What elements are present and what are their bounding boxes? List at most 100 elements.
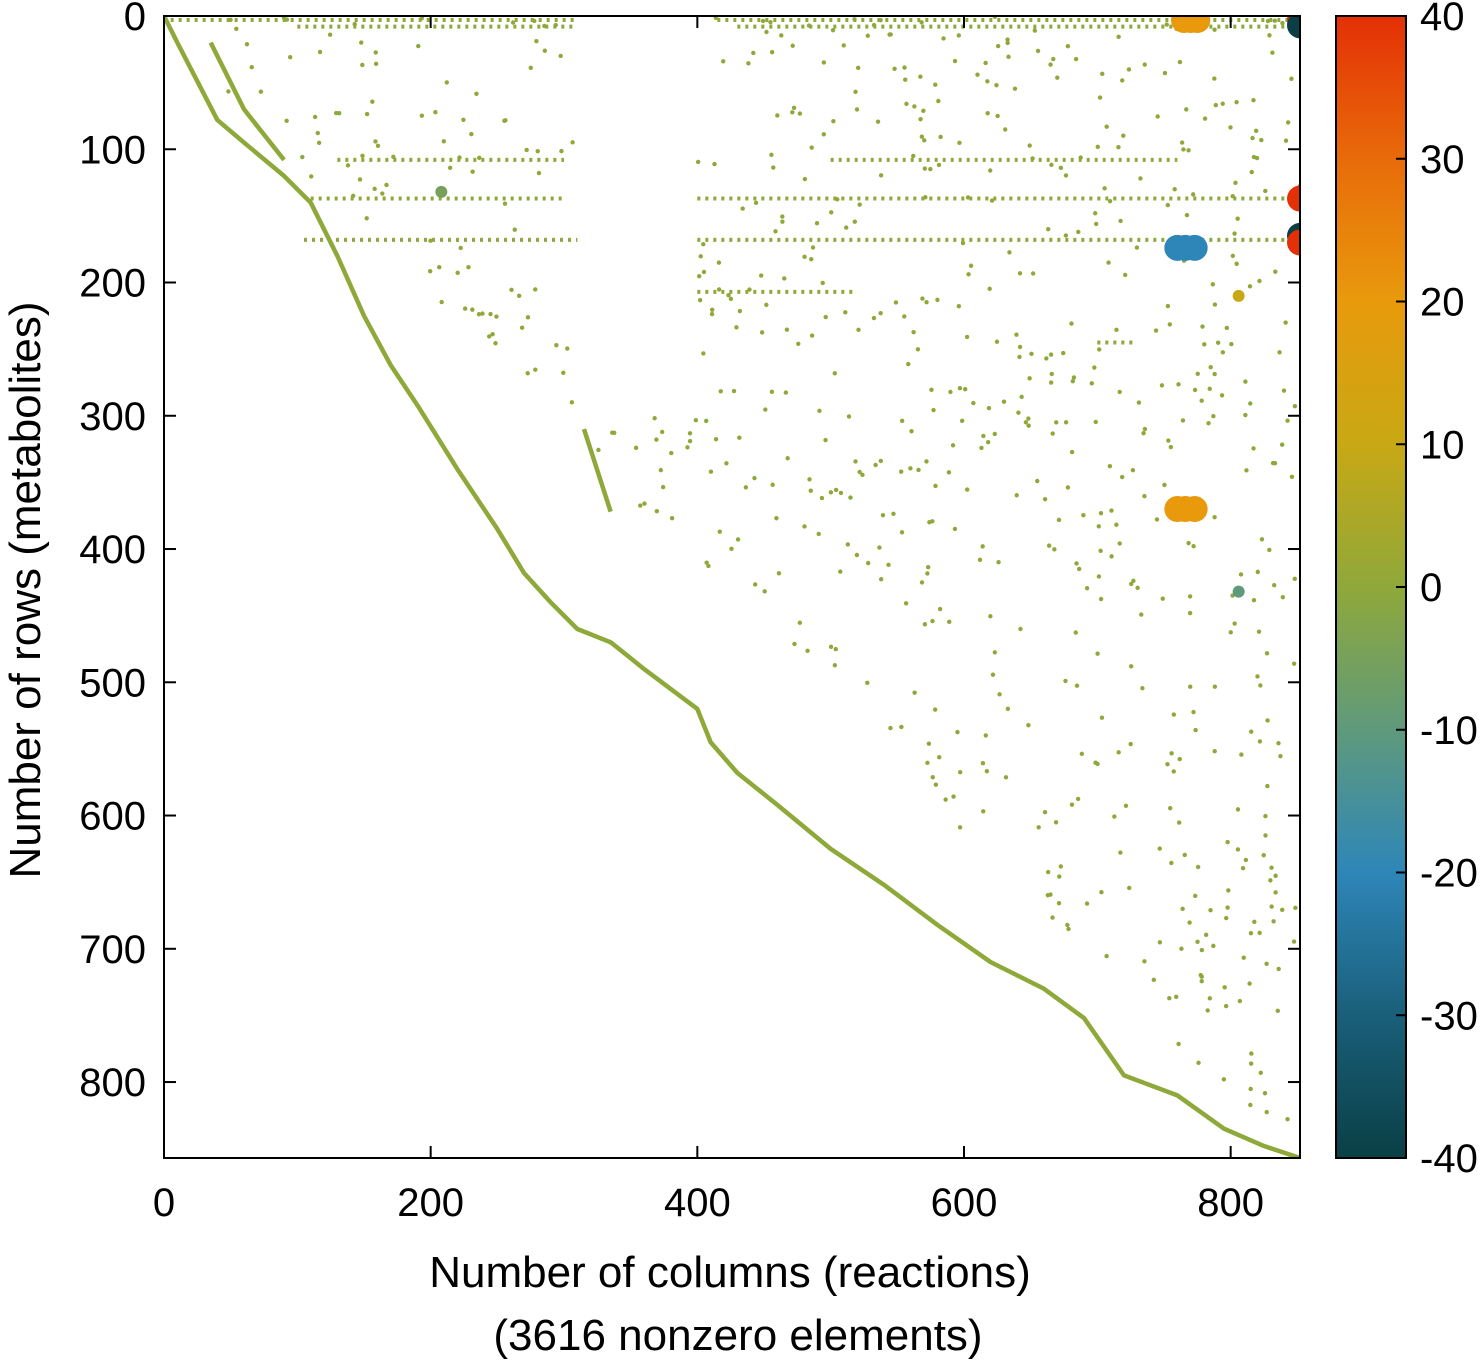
matrix-entry — [819, 495, 825, 501]
matrix-entry — [1081, 513, 1086, 518]
matrix-entry — [852, 219, 858, 224]
matrix-entry — [1279, 442, 1285, 447]
matrix-entry — [1230, 253, 1236, 259]
matrix-entry — [1005, 706, 1011, 711]
matrix-entry — [1157, 846, 1162, 851]
matrix-entry — [922, 166, 928, 171]
matrix-entry — [1140, 686, 1145, 691]
matrix-entry — [938, 134, 943, 140]
matrix-entry — [957, 386, 963, 391]
matrix-entry — [809, 145, 814, 150]
matrix-entry — [1096, 524, 1101, 529]
matrix-entry — [878, 17, 883, 23]
matrix-entry — [701, 269, 707, 275]
matrix-entry — [1257, 739, 1263, 744]
matrix-entry — [1003, 775, 1009, 780]
matrix-entry — [809, 333, 815, 338]
matrix-entry — [1263, 833, 1268, 838]
matrix-entry — [1042, 810, 1048, 815]
matrix-entry — [1179, 946, 1184, 951]
matrix-entry — [535, 148, 540, 154]
matrix-entry — [1273, 269, 1278, 274]
matrix-entry — [1017, 354, 1022, 360]
matrix-entry — [1272, 583, 1277, 588]
matrix-entry — [1248, 1086, 1253, 1092]
matrix-entry — [509, 287, 514, 293]
matrix-entry — [669, 450, 674, 456]
matrix-entry — [1128, 664, 1134, 669]
matrix-entry — [1208, 364, 1213, 370]
matrix-entry — [994, 339, 1000, 344]
matrix-entry — [1098, 548, 1103, 554]
matrix-entry — [1210, 282, 1216, 287]
matrix-entry — [244, 42, 250, 47]
matrix-entry — [1026, 416, 1031, 421]
matrix-entry — [1052, 547, 1057, 552]
matrix-entry — [466, 264, 471, 270]
matrix-entry — [1048, 62, 1053, 67]
matrix-entry — [1076, 229, 1081, 235]
matrix-entry — [1176, 382, 1181, 387]
matrix-entry — [469, 131, 474, 137]
matrix-entry — [1073, 56, 1079, 62]
matrix-entry — [958, 770, 963, 775]
matrix-entry — [1118, 218, 1123, 224]
matrix-entry — [536, 170, 542, 176]
matrix-entry — [729, 546, 734, 552]
matrix-entry — [534, 38, 539, 44]
matrix-entry — [1292, 403, 1298, 409]
matrix-entry — [1224, 325, 1230, 331]
matrix-entry — [1202, 342, 1207, 347]
matrix-entry — [1264, 651, 1270, 656]
matrix-entry — [687, 438, 693, 444]
matrix-entry — [1263, 188, 1268, 194]
matrix-entry — [1092, 365, 1097, 370]
matrix-entry — [1243, 857, 1249, 863]
matrix-entry — [1003, 127, 1008, 132]
matrix-entry — [933, 483, 938, 489]
matrix-entry — [1229, 341, 1234, 347]
matrix-entry — [1220, 350, 1226, 355]
matrix-entry — [724, 461, 729, 466]
matrix-entry — [906, 361, 911, 367]
matrix-entry — [802, 254, 807, 260]
matrix-entry — [941, 36, 946, 41]
matrix-entry — [898, 469, 904, 474]
y-tick-label: 700 — [79, 928, 146, 972]
matrix-entry — [1285, 418, 1290, 423]
matrix-entry — [948, 389, 953, 395]
matrix-entry — [1248, 930, 1254, 936]
matrix-entry — [370, 99, 375, 104]
matrix-entry — [1050, 915, 1055, 920]
matrix-entry — [519, 325, 525, 330]
matrix-entry — [1263, 813, 1268, 819]
matrix-entry — [820, 280, 825, 286]
matrix-entry — [809, 257, 814, 262]
matrix-entry — [1027, 143, 1032, 148]
matrix-entry — [1191, 709, 1196, 715]
matrix-entry — [709, 311, 715, 317]
y-tick-label: 600 — [79, 795, 146, 839]
matrix-entry — [753, 200, 759, 206]
matrix-entry — [1069, 802, 1075, 807]
matrix-entry — [359, 40, 364, 45]
matrix-entry — [1172, 187, 1177, 192]
matrix-entry — [1026, 722, 1031, 728]
matrix-entry — [1142, 959, 1147, 964]
matrix-entry — [931, 407, 936, 413]
matrix-entry — [1232, 621, 1237, 626]
matrix-entry — [990, 672, 996, 677]
matrix-entry — [838, 490, 844, 496]
matrix-entry — [470, 169, 475, 174]
matrix-entry — [706, 563, 711, 569]
matrix-entry — [315, 130, 320, 136]
axes: 0 200 400 600 800 0 100 200 300 400 500 600 700 800 — [79, 0, 1300, 1225]
matrix-entry — [437, 265, 442, 270]
matrix-entry — [846, 414, 852, 419]
matrix-entry — [1063, 173, 1069, 178]
matrix-entry — [1257, 930, 1262, 936]
matrix-entry — [1251, 446, 1256, 451]
matrix-entry — [790, 110, 795, 115]
matrix-entry — [1165, 202, 1171, 208]
matrix-entry — [1278, 753, 1283, 759]
